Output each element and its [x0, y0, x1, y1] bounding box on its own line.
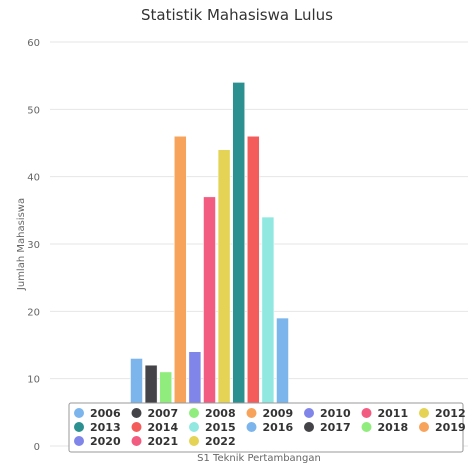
legend-label: 2015 — [205, 421, 236, 434]
y-tick-label: 50 — [27, 105, 40, 116]
legend-item-2015[interactable]: 2015 — [189, 421, 236, 434]
bar-2022[interactable] — [217, 149, 231, 447]
legend-marker — [246, 408, 257, 418]
legend-marker — [131, 408, 142, 418]
y-tick-label: 20 — [27, 307, 40, 318]
legend-label: 2017 — [320, 421, 351, 434]
legend-label: 2021 — [148, 435, 179, 448]
legend-item-2011[interactable]: 2011 — [361, 407, 409, 420]
chart-title: Statistik Mahasiswa Lulus — [141, 6, 333, 24]
legend-marker — [74, 436, 84, 446]
legend-item-2016[interactable]: 2016 — [246, 421, 294, 434]
legend-item-2021[interactable]: 2021 — [131, 435, 179, 448]
legend-marker — [189, 436, 199, 446]
y-tick-label: 40 — [27, 173, 40, 184]
legend-label: 2009 — [263, 407, 294, 420]
legend: 2006 2007 2008 2009 2010 2011 2012 2013 2014 2015… — [68, 402, 466, 453]
legend-marker — [131, 436, 142, 446]
y-axis-ticks: 0 10 20 30 40 50 60 — [27, 38, 40, 453]
legend-label: 2007 — [148, 407, 179, 420]
legend-item-2014[interactable]: 2014 — [131, 421, 179, 434]
legend-item-2007[interactable]: 2007 — [131, 407, 179, 420]
legend-label: 2016 — [263, 421, 294, 434]
legend-marker — [189, 422, 199, 432]
legend-label: 2010 — [320, 407, 351, 420]
legend-item-2006[interactable]: 2006 — [74, 407, 121, 420]
x-axis-label: S1 Teknik Pertambangan — [197, 453, 321, 464]
legend-label: 2011 — [378, 407, 409, 420]
legend-label: 2013 — [90, 421, 121, 434]
legend-item-2020[interactable]: 2020 — [74, 435, 121, 448]
bar-2019[interactable] — [174, 136, 187, 447]
legend-label: 2022 — [205, 435, 236, 448]
legend-marker — [419, 408, 429, 418]
legend-item-2013[interactable]: 2013 — [74, 421, 121, 434]
legend-marker — [74, 408, 84, 418]
legend-label: 2006 — [90, 407, 121, 420]
legend-label: 2018 — [378, 421, 409, 434]
y-tick-label: 60 — [27, 38, 40, 49]
legend-marker — [361, 408, 372, 418]
y-tick-label: 10 — [27, 375, 40, 386]
y-tick-label: 0 — [34, 442, 40, 453]
legend-item-2010[interactable]: 2010 — [304, 407, 351, 420]
legend-item-2012[interactable]: 2012 — [419, 407, 466, 420]
bar-2023[interactable] — [232, 82, 245, 447]
legend-marker — [304, 408, 314, 418]
legend-label: 2012 — [435, 407, 466, 420]
y-axis-label: Jumlah Mahasiswa — [16, 198, 27, 291]
legend-label: 2019 — [435, 421, 466, 434]
legend-marker — [419, 422, 429, 432]
legend-label: 2008 — [205, 407, 236, 420]
legend-marker — [131, 422, 142, 432]
legend-item-2018[interactable]: 2018 — [361, 421, 409, 434]
legend-marker — [361, 422, 372, 432]
y-tick-label: 30 — [27, 240, 40, 251]
legend-label: 2020 — [90, 435, 121, 448]
legend-marker — [304, 422, 314, 432]
legend-item-2022[interactable]: 2022 — [189, 435, 236, 448]
legend-label: 2014 — [148, 421, 179, 434]
legend-item-2019[interactable]: 2019 — [419, 421, 466, 434]
legend-marker — [246, 422, 257, 432]
legend-item-2008[interactable]: 2008 — [189, 407, 236, 420]
legend-marker — [189, 408, 199, 418]
bar-2024[interactable] — [247, 136, 260, 447]
legend-item-2009[interactable]: 2009 — [246, 407, 294, 420]
legend-item-2017[interactable]: 2017 — [304, 421, 351, 434]
bar-series — [130, 82, 289, 447]
legend-marker — [74, 422, 84, 432]
